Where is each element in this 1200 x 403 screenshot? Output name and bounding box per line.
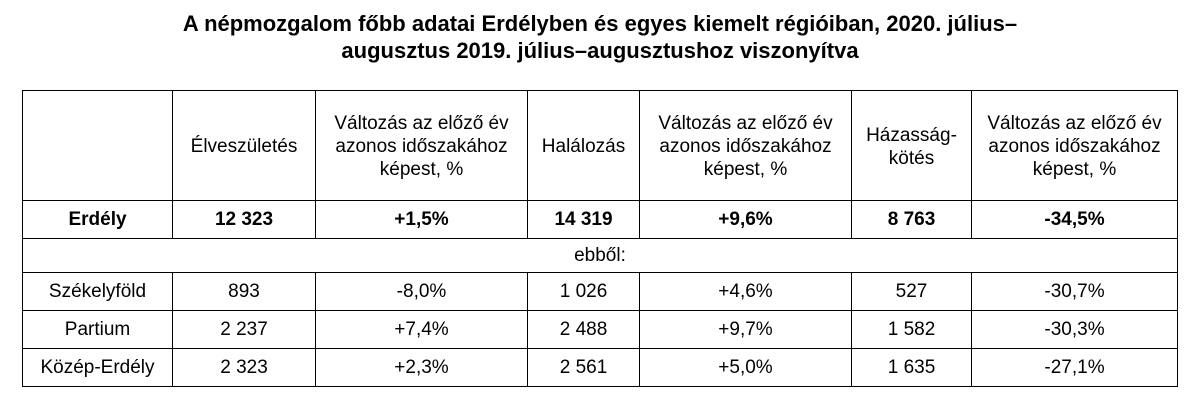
region-name: Közép-Erdély — [22, 348, 173, 387]
births-change: +7,4% — [315, 310, 528, 349]
header-cell-empty — [22, 90, 173, 201]
deaths-change: +9,7% — [639, 310, 852, 349]
births-change: +2,3% — [315, 348, 528, 387]
header-row: Élveszületés Változás az előző év azonos… — [22, 90, 1178, 201]
births-value: 2 323 — [172, 348, 316, 387]
marriages-value: 527 — [851, 272, 972, 311]
table-row-total: Erdély 12 323 +1,5% 14 319 +9,6% 8 763 -… — [22, 200, 1178, 239]
header-cell-births-change: Változás az előző év azonos időszakához … — [315, 90, 528, 201]
region-name: Székelyföld — [22, 272, 173, 311]
marriages-change: -27,1% — [971, 348, 1178, 387]
title-line-2: augusztus 2019. július–augusztushoz visz… — [341, 38, 859, 63]
table-row: Közép-Erdély 2 323 +2,3% 2 561 +5,0% 1 6… — [22, 348, 1178, 387]
table-row: Partium 2 237 +7,4% 2 488 +9,7% 1 582 -3… — [22, 310, 1178, 349]
deaths-value: 2 561 — [527, 348, 640, 387]
header-cell-marriages-change: Változás az előző év azonos időszakához … — [971, 90, 1178, 201]
deaths-value: 14 319 — [527, 200, 640, 239]
subheader-row: ebből: — [22, 238, 1178, 273]
marriages-change: -30,7% — [971, 272, 1178, 311]
births-change: -8,0% — [315, 272, 528, 311]
births-change: +1,5% — [315, 200, 528, 239]
subheader-label: ebből: — [22, 238, 1178, 273]
deaths-change: +5,0% — [639, 348, 852, 387]
deaths-change: +9,6% — [639, 200, 852, 239]
births-value: 2 237 — [172, 310, 316, 349]
table-title: A népmozgalom főbb adatai Erdélyben és e… — [0, 0, 1200, 80]
marriages-value: 1 635 — [851, 348, 972, 387]
table-row: Székelyföld 893 -8,0% 1 026 +4,6% 527 -3… — [22, 272, 1178, 311]
marriages-change: -30,3% — [971, 310, 1178, 349]
births-value: 12 323 — [172, 200, 316, 239]
header-cell-births: Élveszületés — [172, 90, 316, 201]
deaths-value: 1 026 — [527, 272, 640, 311]
deaths-value: 2 488 — [527, 310, 640, 349]
region-name: Erdély — [22, 200, 173, 239]
deaths-change: +4,6% — [639, 272, 852, 311]
marriages-value: 8 763 — [851, 200, 972, 239]
marriages-value: 1 582 — [851, 310, 972, 349]
header-cell-marriages: Házasság-kötés — [851, 90, 972, 201]
marriages-change: -34,5% — [971, 200, 1178, 239]
header-cell-deaths-change: Változás az előző év azonos időszakához … — [639, 90, 852, 201]
header-cell-deaths: Halálozás — [527, 90, 640, 201]
region-name: Partium — [22, 310, 173, 349]
statistics-table: Élveszületés Változás az előző év azonos… — [22, 90, 1178, 387]
births-value: 893 — [172, 272, 316, 311]
title-line-1: A népmozgalom főbb adatai Erdélyben és e… — [182, 11, 1018, 36]
